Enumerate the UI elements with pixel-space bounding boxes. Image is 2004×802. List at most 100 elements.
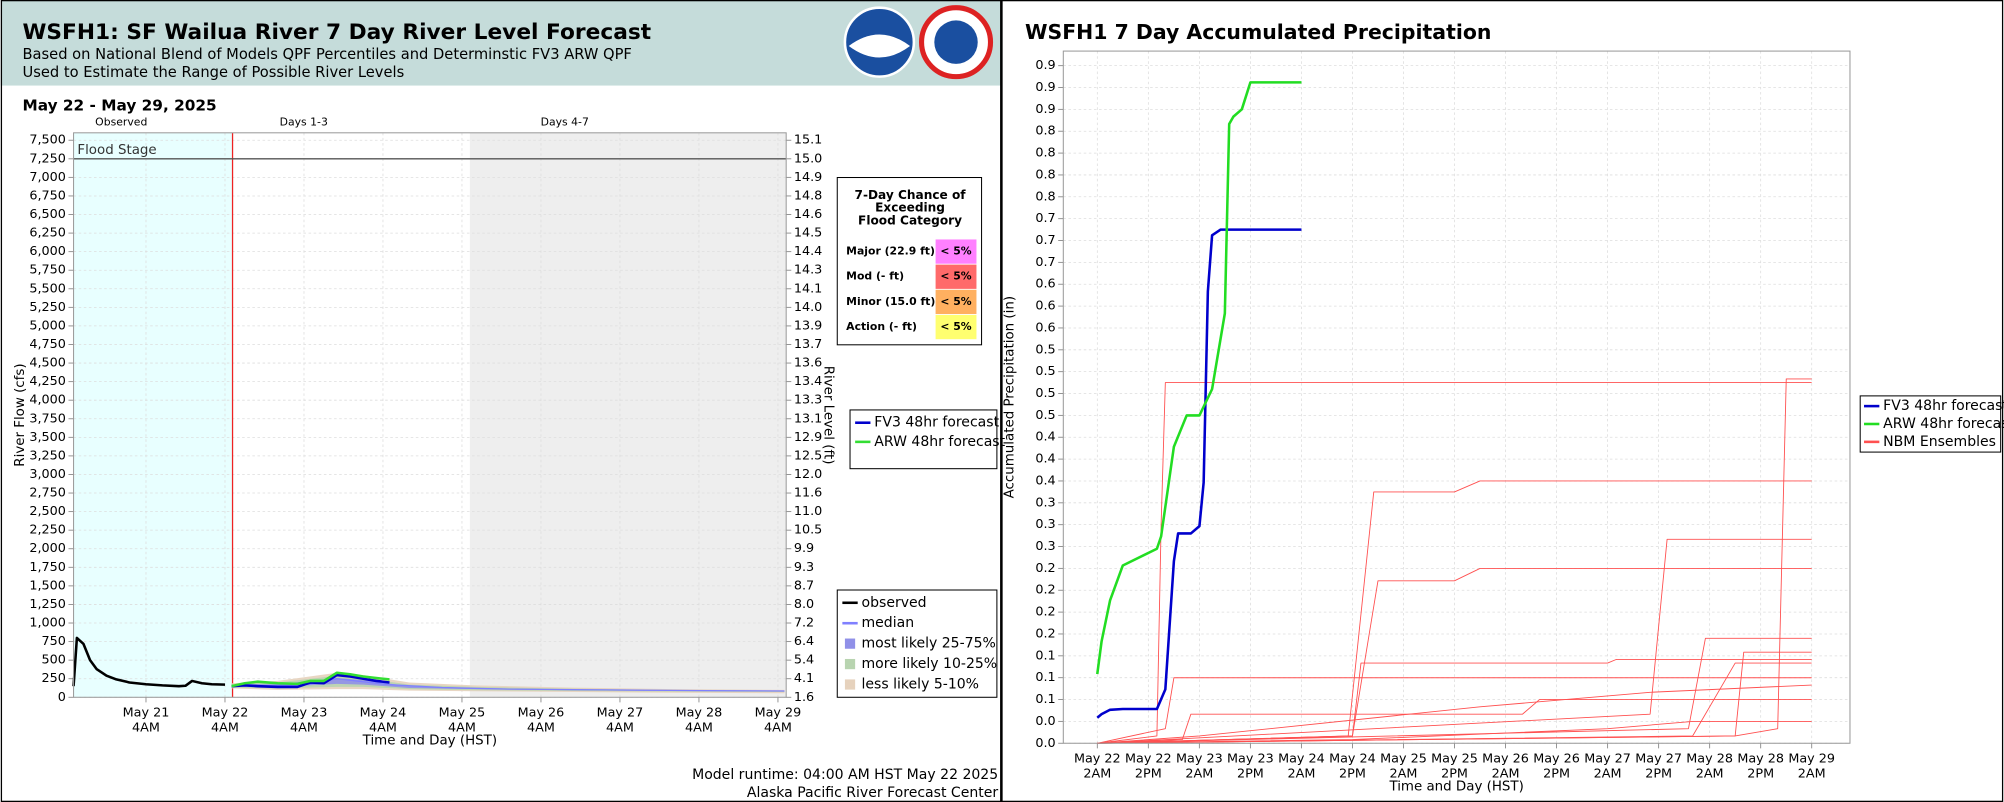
y-tick-label: 0.7 — [1035, 233, 1055, 248]
period-shade — [469, 132, 787, 698]
y-tick-label: 0.6 — [1035, 299, 1055, 314]
plot-frame — [1062, 50, 1851, 744]
y-tick-label: 6,750 — [29, 188, 66, 203]
y-tick-label: 4,500 — [29, 356, 66, 371]
y-tick-label: 2,500 — [29, 504, 66, 519]
y2-tick-label: 8.0 — [794, 597, 814, 612]
period-shade — [73, 132, 233, 698]
y-tick-label: 7,250 — [29, 151, 66, 166]
y-tick-label: 0.2 — [1035, 605, 1055, 620]
y2-tick-label: 13.7 — [794, 337, 822, 352]
ensemble-line — [1097, 659, 1812, 744]
y2-tick-label: 12.0 — [794, 467, 822, 482]
x-tick-label: May 25 2PM — [1431, 751, 1478, 781]
legend-swatch — [844, 658, 856, 670]
flood-category: Action (- ft) — [846, 320, 917, 333]
y-tick-label: 2,750 — [29, 486, 66, 501]
y-tick-label: 1,500 — [29, 578, 66, 593]
x-tick-label: May 23 2AM — [1176, 751, 1223, 781]
y2-tick-label: 13.4 — [794, 374, 822, 389]
x-tick-label: May 28 4AM — [676, 705, 723, 735]
y-tick-label: 0.9 — [1035, 102, 1055, 117]
y-tick-label: 0.7 — [1035, 211, 1055, 226]
y-tick-label: 4,000 — [29, 393, 66, 408]
x-tick-label: May 25 4AM — [439, 705, 486, 735]
flood-chance-cell — [935, 239, 977, 264]
y-tick-label: 0.9 — [1035, 80, 1055, 95]
band — [231, 677, 785, 692]
y-tick-label: 0.3 — [1035, 539, 1055, 554]
y-tick-label: 3,250 — [29, 448, 66, 463]
y-tick-label: 0.7 — [1035, 255, 1055, 270]
series-line — [231, 673, 390, 689]
legend-box — [849, 409, 998, 470]
legend-label: ARW 48hr forecast — [874, 434, 1005, 450]
y-tick-label: 0.0 — [1035, 714, 1055, 729]
ensemble-line — [1097, 684, 1812, 744]
x-axis-label: Time and Day (HST) — [1388, 780, 1523, 795]
period-shade — [232, 132, 470, 698]
y-tick-label: 0.8 — [1035, 167, 1055, 182]
y2-tick-label: 4.1 — [794, 671, 814, 686]
y-tick-label: 0.2 — [1035, 626, 1055, 641]
y-tick-label: 0.4 — [1035, 473, 1055, 488]
flood-stage-label: Flood Stage — [77, 143, 156, 158]
y2-tick-label: 11.6 — [794, 486, 822, 501]
x-tick-label: May 26 4AM — [518, 705, 565, 735]
flood-table-title: 7-Day Chance of — [855, 188, 967, 202]
chart-title: WSFH1: SF Wailua River 7 Day River Level… — [22, 20, 651, 45]
ensemble-line — [1097, 699, 1812, 744]
legend-label: FV3 48hr forecast — [874, 415, 999, 431]
y-tick-label: 3,750 — [29, 411, 66, 426]
ensemble-line — [1097, 382, 1812, 744]
y-tick-label: 0.3 — [1035, 517, 1055, 532]
y-tick-label: 0.4 — [1035, 430, 1055, 445]
y-axis-label: Accumulated Precipitation (in) — [1003, 296, 1018, 498]
footer: Model runtime: 04:00 AM HST May 22 2025 — [692, 767, 998, 783]
y-tick-label: 0 — [58, 690, 66, 705]
x-tick-label: May 24 2PM — [1329, 751, 1376, 781]
y2-tick-label: 10.5 — [794, 523, 822, 538]
flood-chance-cell — [935, 314, 977, 340]
ensemble-line — [1097, 651, 1812, 744]
x-tick-label: May 22 2AM — [1074, 751, 1121, 781]
legend-box — [1859, 395, 2002, 453]
y-tick-label: 4,750 — [29, 337, 66, 352]
y-tick-label: 0.1 — [1035, 648, 1055, 663]
flood-table-title: Flood Category — [858, 213, 962, 227]
period-label: Days 1-3 — [280, 116, 328, 129]
y-tick-label: 0.5 — [1035, 408, 1055, 423]
y2-tick-label: 14.3 — [794, 263, 822, 278]
y-tick-label: 0.3 — [1035, 495, 1055, 510]
series-line — [1096, 228, 1302, 719]
x-tick-label: May 28 2AM — [1686, 751, 1733, 781]
y-tick-label: 1,250 — [29, 597, 66, 612]
x-tick-label: May 29 4AM — [755, 705, 802, 735]
y2-tick-label: 14.0 — [794, 300, 822, 315]
flood-chance: < 5% — [940, 320, 971, 333]
header-band — [0, 0, 1001, 86]
y2-tick-label: 5.4 — [794, 653, 814, 668]
legend-label: most likely 25-75% — [862, 636, 996, 652]
y-tick-label: 5,750 — [29, 263, 66, 278]
flood-table-title: Exceeding — [875, 201, 945, 215]
y-tick-label: 0.5 — [1035, 364, 1055, 379]
y2-tick-label: 9.3 — [794, 560, 814, 575]
x-tick-label: May 27 4AM — [597, 705, 644, 735]
legend-label: less likely 5-10% — [862, 677, 980, 693]
y-tick-label: 6,000 — [29, 244, 66, 259]
y2-tick-label: 13.6 — [794, 356, 822, 371]
y2-tick-label: 14.5 — [794, 226, 822, 241]
chart-title: WSFH1 7 Day Accumulated Precipitation — [1025, 20, 1491, 44]
y-tick-label: 3,500 — [29, 430, 66, 445]
x-tick-label: May 29 2AM — [1788, 751, 1835, 781]
legend-box — [836, 589, 998, 698]
legend-label: median — [862, 615, 915, 631]
y-tick-label: 0.0 — [1035, 736, 1055, 751]
x-tick-label: May 24 2AM — [1278, 751, 1325, 781]
plot-frame — [73, 132, 787, 698]
x-tick-label: May 26 2PM — [1533, 751, 1580, 781]
y-tick-label: 0.8 — [1035, 146, 1055, 161]
y-tick-label: 6,250 — [29, 226, 66, 241]
